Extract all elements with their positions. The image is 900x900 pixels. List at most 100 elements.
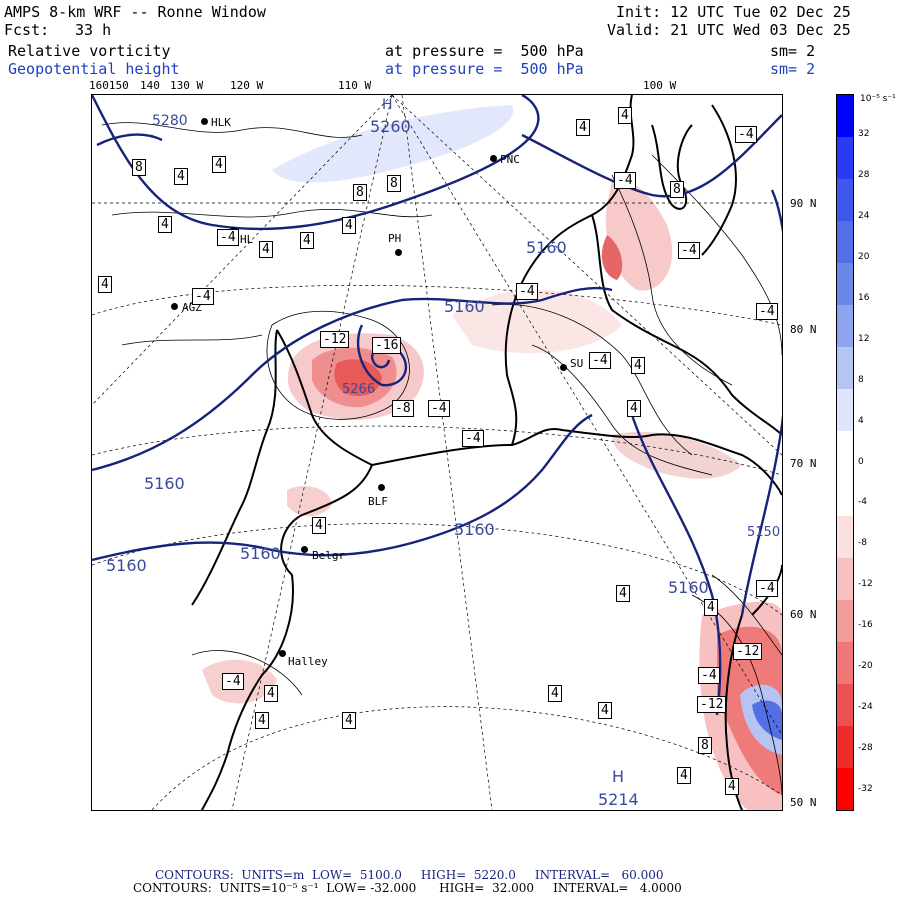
vorticity-label: -4: [462, 430, 484, 447]
vorticity-label: 8: [132, 159, 146, 176]
height-label: 5214: [598, 790, 639, 809]
vorticity-label: -8: [392, 400, 414, 417]
colorbar-segment: [837, 347, 853, 390]
vorticity-label: -4: [678, 242, 700, 259]
vorticity-shading: [202, 105, 782, 810]
colorbar-tick-label: 24: [858, 210, 870, 221]
vorticity-label: 4: [627, 400, 641, 417]
station-hlk: HLK: [211, 116, 231, 129]
vorticity-label: -4: [756, 303, 778, 320]
station-halley: Halley: [288, 655, 328, 668]
vorticity-label: -12: [320, 331, 350, 348]
station-dot-pnc: [490, 155, 497, 162]
footer-height-contours: CONTOURS: UNITS=m LOW= 5100.0 HIGH= 5220…: [155, 868, 664, 882]
lon-label-100w: 100 W: [643, 79, 677, 92]
lon-label-120w: 120 W: [230, 79, 264, 92]
field2-smoothing: sm= 2: [770, 60, 816, 78]
height-label: 5160: [106, 556, 147, 575]
colorbar-segment: [837, 431, 853, 475]
station-dot-blf: [378, 484, 385, 491]
height-label: 5160: [444, 297, 485, 316]
lat-label-90n: 90 N: [790, 197, 817, 210]
colorbar-tick-label: 0: [858, 456, 864, 467]
station-dot-halley: [279, 650, 286, 657]
station-blf: BLF: [368, 495, 388, 508]
colorbar-segment: [837, 179, 853, 222]
lon-label-110w: 110 W: [338, 79, 372, 92]
station-su: SU: [570, 357, 584, 370]
colorbar-tick-label: 32: [858, 129, 870, 139]
vorticity-label: 4: [300, 232, 314, 249]
colorbar-segment: [837, 473, 853, 517]
colorbar-segment: [837, 557, 853, 601]
map-canvas: [92, 95, 782, 810]
station-dot-belgr: [301, 546, 308, 553]
colorbar-units: 10⁻⁵ s⁻¹: [860, 94, 896, 104]
colorbar: [836, 94, 854, 811]
high-marker: H: [612, 767, 625, 786]
vorticity-label: -4: [589, 352, 611, 369]
height-label: 5160: [526, 238, 567, 257]
vorticity-label: 8: [670, 181, 684, 198]
colorbar-segment: [837, 725, 853, 769]
vorticity-label: -4: [516, 283, 538, 300]
vorticity-label: 8: [698, 737, 712, 754]
vorticity-label: -4: [428, 400, 450, 417]
vorticity-label: -16: [372, 337, 402, 354]
colorbar-tick-label: -16: [858, 620, 873, 631]
colorbar-segment: [837, 515, 853, 559]
station-dot-agz: [171, 303, 178, 310]
station-pnc: PNC: [500, 153, 520, 166]
station-dot-hlk: [201, 118, 208, 125]
vorticity-label: 4: [598, 702, 612, 719]
vorticity-label: 4: [212, 156, 226, 173]
colorbar-tick-label: -32: [858, 784, 873, 794]
lat-label-70n: 70 N: [790, 457, 817, 470]
vorticity-label: -12: [733, 643, 763, 660]
init-time: Init: 12 UTC Tue 02 Dec 25: [616, 3, 851, 21]
colorbar-tick-label: -20: [858, 661, 873, 672]
vorticity-label: -4: [698, 667, 720, 684]
lon-label-140: 140: [140, 79, 160, 92]
field1-smoothing: sm= 2: [770, 42, 816, 60]
station-belgr: Belgr: [312, 549, 346, 562]
forecast-label: Fcst:: [4, 21, 50, 39]
vorticity-label: 8: [353, 184, 367, 201]
lon-label-130w: 130 W: [170, 79, 204, 92]
vorticity-label: 4: [342, 217, 356, 234]
vorticity-label: 4: [259, 241, 273, 258]
colorbar-tick-label: 8: [858, 374, 864, 385]
height-contours: [92, 95, 782, 716]
colorbar-segment: [837, 263, 853, 306]
vorticity-label: 4: [704, 599, 718, 616]
vorticity-label: 4: [548, 685, 562, 702]
vorticity-label: 4: [255, 712, 269, 729]
station-ph: PH: [388, 232, 402, 245]
vorticity-label: 4: [174, 168, 188, 185]
colorbar-tick-label: 12: [858, 333, 870, 344]
vorticity-label: 4: [616, 585, 630, 602]
colorbar-segment: [837, 683, 853, 727]
map-panel[interactable]: HLK PNC PH AGZ HL SU BLF Belgr Halley 52…: [91, 94, 783, 811]
field2-name: Geopotential height: [8, 60, 180, 78]
colorbar-segment: [837, 389, 853, 432]
vorticity-label: 4: [342, 712, 356, 729]
coastline: [191, 95, 782, 810]
height-label: 5160: [240, 544, 281, 563]
colorbar-tick-label: -4: [858, 497, 867, 508]
field2-level: at pressure = 500 hPa: [385, 60, 584, 78]
height-label: 5266: [342, 382, 376, 397]
lon-label-160-150: 160150: [89, 79, 129, 92]
high-marker: H: [382, 97, 393, 113]
vorticity-label: 4: [312, 517, 326, 534]
height-label: 5160: [668, 578, 709, 597]
height-label: 5160: [454, 520, 495, 539]
height-label: 5280: [152, 113, 188, 129]
vorticity-label: 8: [387, 175, 401, 192]
colorbar-segment: [837, 95, 853, 138]
colorbar-tick-label: -28: [858, 743, 873, 754]
colorbar-segment: [837, 137, 853, 180]
colorbar-segment: [837, 305, 853, 348]
colorbar-tick-label: -8: [858, 538, 867, 549]
